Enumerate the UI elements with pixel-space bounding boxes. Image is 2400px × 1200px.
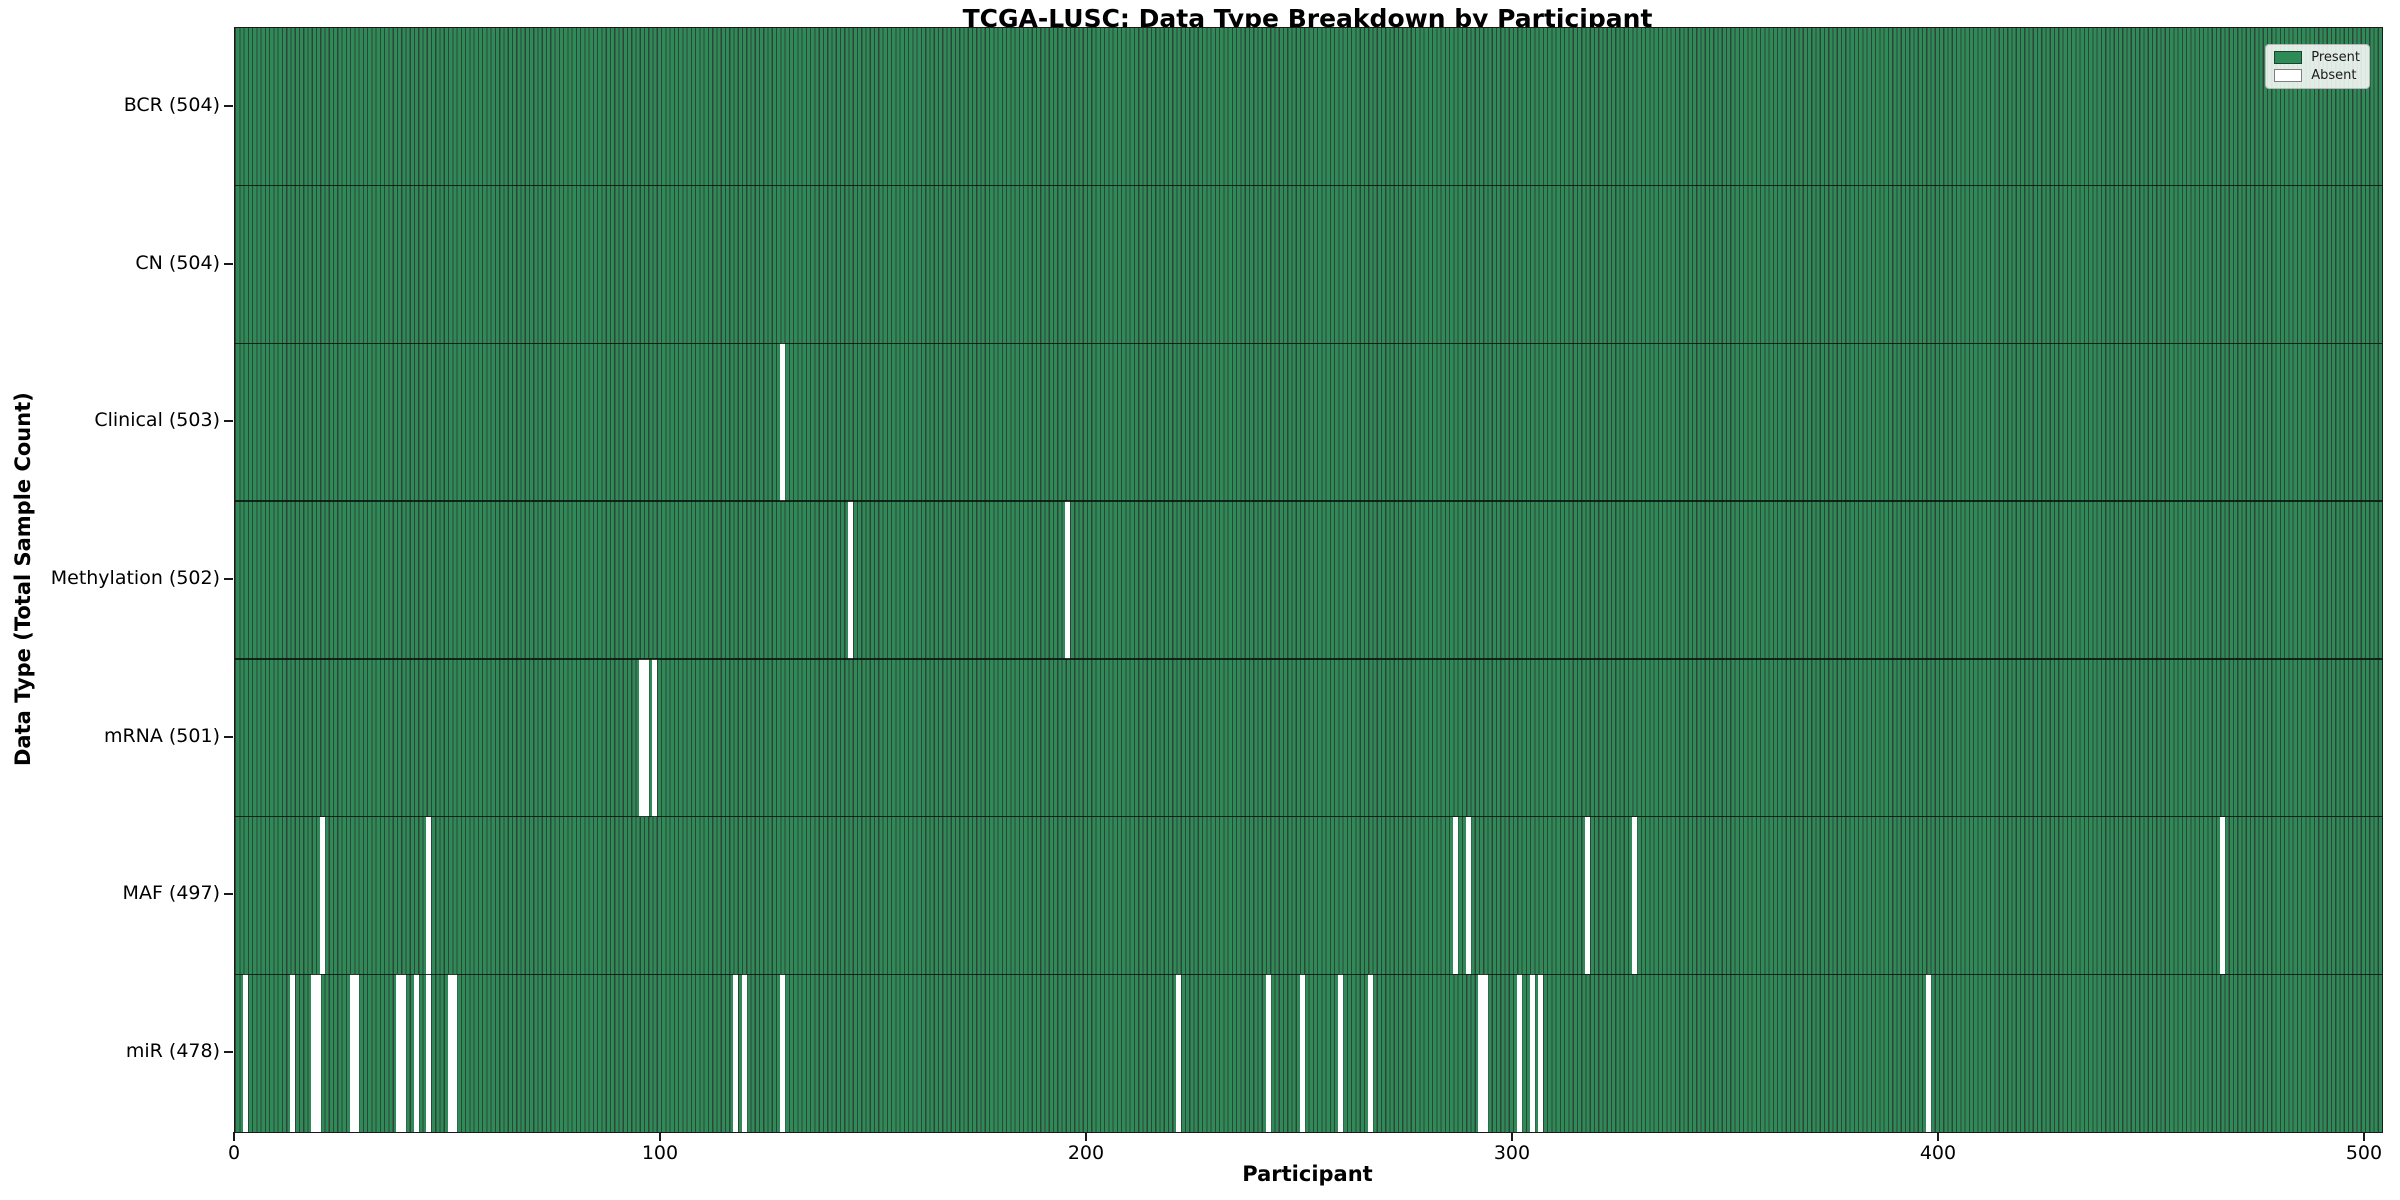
absent-mark bbox=[243, 974, 249, 1132]
absent-mark bbox=[426, 816, 432, 975]
absent-mark bbox=[451, 974, 457, 1132]
y-tick-label: CN (504) bbox=[135, 251, 220, 274]
absent-mark bbox=[289, 974, 296, 1132]
y-tick-mark bbox=[224, 578, 233, 580]
x-tick-mark bbox=[2362, 1132, 2365, 1141]
absent-mark bbox=[1482, 974, 1488, 1132]
absent-mark bbox=[311, 974, 317, 1132]
absent-mark bbox=[741, 974, 747, 1132]
row-divider bbox=[235, 658, 2382, 660]
y-tick-label: Methylation (502) bbox=[50, 567, 220, 589]
present-swatch-icon bbox=[2274, 51, 2303, 64]
absent-mark bbox=[779, 974, 785, 1132]
absent-mark bbox=[315, 974, 321, 1132]
heatmap-row-mir bbox=[235, 974, 2382, 1132]
y-tick-mark bbox=[224, 262, 233, 265]
y-tick-mark bbox=[224, 1051, 233, 1054]
absent-mark bbox=[1529, 974, 1535, 1132]
heatmap-row-clinical bbox=[235, 343, 2382, 502]
x-tick-label: 500 bbox=[2345, 1142, 2383, 1164]
absent-mark bbox=[349, 974, 355, 1132]
y-tick-mark bbox=[224, 893, 233, 896]
y-tick-mark bbox=[224, 420, 233, 423]
y-tick-mark bbox=[224, 104, 233, 107]
row-divider bbox=[235, 185, 2382, 187]
absent-mark bbox=[1065, 501, 1071, 659]
x-tick-mark bbox=[1510, 1132, 1513, 1141]
absent-mark bbox=[848, 501, 854, 659]
absent-mark bbox=[1337, 974, 1343, 1132]
plot-area: Present Absent bbox=[234, 27, 2383, 1133]
y-tick-label: mRNA (501) bbox=[103, 724, 220, 747]
heatmap-row-mrna bbox=[235, 658, 2382, 817]
x-tick-label: 0 bbox=[227, 1142, 241, 1164]
absent-mark bbox=[1265, 974, 1271, 1132]
absent-mark bbox=[400, 974, 406, 1132]
absent-mark bbox=[426, 974, 432, 1132]
absent-mark bbox=[1516, 974, 1522, 1132]
x-tick-label: 300 bbox=[1493, 1142, 1531, 1164]
x-tick-mark bbox=[1084, 1132, 1087, 1141]
absent-mark bbox=[639, 658, 645, 817]
absent-swatch-icon bbox=[2274, 69, 2303, 82]
absent-mark bbox=[1367, 974, 1373, 1132]
absent-mark bbox=[652, 658, 658, 817]
absent-mark bbox=[1452, 816, 1458, 975]
heatmap-row-cn bbox=[235, 185, 2382, 344]
legend-entry-absent: Absent bbox=[2274, 69, 2360, 82]
row-divider bbox=[235, 815, 2382, 818]
absent-mark bbox=[1465, 816, 1471, 975]
x-tick-label: 200 bbox=[1067, 1142, 1105, 1164]
absent-mark bbox=[1176, 974, 1182, 1132]
y-tick-label: BCR (504) bbox=[123, 93, 220, 116]
absent-mark bbox=[319, 816, 325, 975]
row-divider bbox=[235, 342, 2382, 345]
x-tick-mark bbox=[658, 1132, 661, 1141]
absent-mark bbox=[1538, 974, 1544, 1132]
heatmap-row-methylation bbox=[235, 501, 2382, 659]
absent-mark bbox=[413, 974, 419, 1132]
y-tick-label: MAF (497) bbox=[122, 882, 220, 905]
absent-mark bbox=[2219, 816, 2225, 975]
y-tick-label: Clinical (503) bbox=[94, 409, 220, 432]
legend: Present Absent bbox=[2265, 44, 2370, 89]
legend-entry-present: Present bbox=[2274, 51, 2360, 64]
absent-mark bbox=[1584, 816, 1591, 975]
absent-mark bbox=[396, 974, 402, 1132]
absent-mark bbox=[733, 974, 739, 1132]
x-tick-mark bbox=[233, 1132, 235, 1141]
x-axis-title: Participant bbox=[1242, 1162, 1373, 1186]
x-tick-label: 400 bbox=[1919, 1142, 1957, 1164]
x-tick-mark bbox=[1936, 1132, 1939, 1141]
absent-mark bbox=[353, 974, 359, 1132]
heatmap-row-maf bbox=[235, 816, 2382, 975]
absent-mark bbox=[1478, 974, 1484, 1132]
absent-mark bbox=[643, 658, 649, 817]
absent-mark bbox=[1925, 974, 1931, 1132]
legend-label: Absent bbox=[2311, 68, 2357, 83]
absent-mark bbox=[1631, 816, 1637, 975]
row-divider bbox=[235, 973, 2382, 975]
y-tick-mark bbox=[224, 735, 233, 738]
heatmap-row-bcr bbox=[235, 28, 2382, 186]
absent-mark bbox=[447, 974, 453, 1132]
legend-label: Present bbox=[2311, 50, 2360, 65]
absent-mark bbox=[779, 343, 785, 502]
absent-mark bbox=[1299, 974, 1305, 1132]
y-tick-label: miR (478) bbox=[125, 1040, 220, 1063]
row-divider bbox=[235, 500, 2382, 502]
x-tick-label: 100 bbox=[641, 1142, 679, 1164]
